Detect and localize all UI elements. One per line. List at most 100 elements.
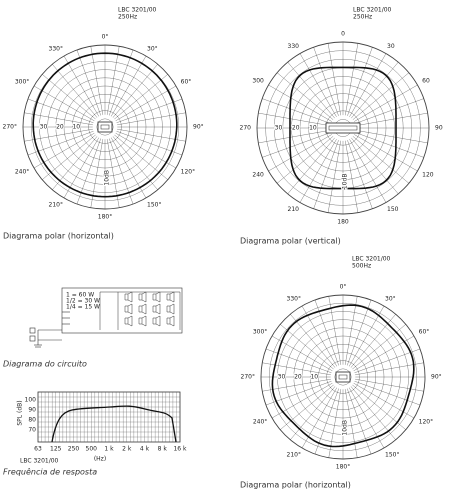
- angle-label: 150°: [147, 201, 161, 208]
- angle-label: 90: [435, 125, 443, 132]
- polar-ring: [96, 118, 114, 136]
- polar-radial: [287, 62, 335, 119]
- polar-radial: [301, 387, 338, 449]
- scale-label: 30: [40, 124, 48, 131]
- polar-radial: [112, 64, 158, 118]
- polar-curve: [32, 52, 178, 198]
- polar-radial: [258, 130, 331, 144]
- x-tick-label: 2 k: [122, 446, 132, 453]
- polar-radial: [354, 84, 418, 122]
- y-tick-label: 70: [28, 427, 36, 434]
- angle-label: 240°: [253, 419, 267, 426]
- caption: Diagrama polar (horizontal): [3, 232, 114, 241]
- polar-radial: [351, 137, 399, 194]
- scale-unit: 10dB: [342, 420, 349, 436]
- scale-label: 20: [294, 374, 302, 381]
- polar-radial: [76, 49, 101, 116]
- polar-radial: [262, 98, 331, 124]
- polar-ring: [334, 368, 352, 386]
- polar-radial: [116, 98, 183, 123]
- polar-radial: [355, 130, 428, 144]
- angle-label: 270°: [241, 374, 255, 381]
- angle-label: 120°: [181, 169, 195, 176]
- angle-label: 120°: [419, 419, 433, 426]
- speaker-symbol: [138, 291, 147, 303]
- speaker-symbol: [138, 303, 147, 315]
- y-tick-label: 80: [28, 417, 36, 424]
- polar-frequency: 250Hz: [118, 14, 137, 21]
- angle-label: 150°: [385, 451, 399, 458]
- polar-radial: [277, 136, 334, 184]
- polar-radial: [262, 132, 331, 158]
- polar-radial: [345, 140, 359, 213]
- angle-label: 240: [252, 172, 264, 179]
- polar-radial: [63, 55, 100, 117]
- polar-radial: [352, 72, 409, 120]
- polar-diagram: 0 30 60 90 120 150 180 210 240 270 300 330 30 20 10 10d…: [240, 31, 443, 226]
- speaker-symbol: [152, 291, 161, 303]
- polar-radial: [262, 362, 331, 376]
- polar-radial: [344, 296, 358, 365]
- scale-unit: 10dB: [342, 174, 349, 190]
- frequency-response: 100 90 80 70 63 125 250 500 1 k 2 k 4 k 8 k 16 k: [25, 391, 187, 453]
- angle-label: 0: [341, 31, 345, 38]
- scale-label: 10: [309, 125, 317, 132]
- angle-label: 240°: [15, 169, 29, 176]
- polar-frequency: 500Hz: [352, 263, 371, 270]
- polar-radial: [352, 324, 406, 370]
- polar-radial: [52, 64, 98, 118]
- scale-label: 30: [275, 125, 283, 132]
- tap-label: 1/2 = 30 W: [66, 298, 100, 305]
- polar-radial: [24, 128, 93, 142]
- polar-radial: [117, 128, 186, 142]
- speaker-icon: [325, 122, 361, 134]
- speaker-symbol: [124, 291, 133, 303]
- polar-radial: [268, 134, 332, 172]
- angle-label: 210°: [49, 201, 63, 208]
- polar-model: LBC 3201/00: [353, 7, 392, 14]
- angle-label: 270°: [3, 124, 17, 131]
- angle-label: 60°: [181, 79, 192, 86]
- polar-radial: [354, 348, 421, 373]
- polar-diagram: 0° 30° 60° 90° 120° 150° 180° 210° 240° 270° 300° 3…: [241, 284, 442, 471]
- angle-label: 330°: [49, 46, 63, 53]
- x-tick-label: 4 k: [140, 446, 150, 453]
- tap-label: 1 = 60 W: [66, 292, 94, 299]
- polar-radial: [299, 139, 337, 203]
- polar-radial: [355, 132, 424, 158]
- angle-label: 90°: [431, 374, 442, 381]
- speaker-array: [99, 291, 181, 330]
- caption: Diagrama do circuito: [3, 360, 87, 369]
- polar-radial: [27, 98, 94, 123]
- scale-label: 20: [56, 124, 64, 131]
- polar-radial: [327, 140, 341, 213]
- angle-label: 150: [387, 206, 399, 213]
- response-model: LBC 3201/00: [20, 458, 59, 465]
- x-tick-label: 63: [34, 446, 42, 453]
- angle-label: 60: [422, 78, 430, 85]
- y-axis-label: SPL (dB): [17, 400, 24, 425]
- polar-radial: [109, 49, 134, 116]
- polar-radial: [351, 62, 399, 119]
- polar-radial: [265, 348, 332, 373]
- polar-diagram: 0° 30° 60° 90° 120° 150° 180° 210° 240° 270° 300° 3…: [3, 34, 204, 221]
- polar-radial: [290, 386, 336, 440]
- polar-radial: [280, 324, 334, 370]
- angle-label: 300°: [15, 79, 29, 86]
- polar-radial: [280, 384, 334, 430]
- x-unit: (Hz): [94, 456, 106, 463]
- polar-radial: [115, 85, 177, 122]
- polar-radial: [349, 139, 387, 203]
- polar-radial: [33, 85, 95, 122]
- angle-label: 330°: [287, 296, 301, 303]
- polar-curve: [289, 66, 397, 190]
- circuit-diagram: [29, 287, 183, 348]
- x-tick-label: 125: [50, 446, 62, 453]
- polar-radial: [114, 74, 168, 120]
- speaker-symbol: [166, 291, 175, 303]
- speaker-symbol: [166, 303, 175, 315]
- speaker-icon: [100, 124, 110, 130]
- polar-radial: [347, 299, 372, 366]
- angle-label: 210: [288, 206, 300, 213]
